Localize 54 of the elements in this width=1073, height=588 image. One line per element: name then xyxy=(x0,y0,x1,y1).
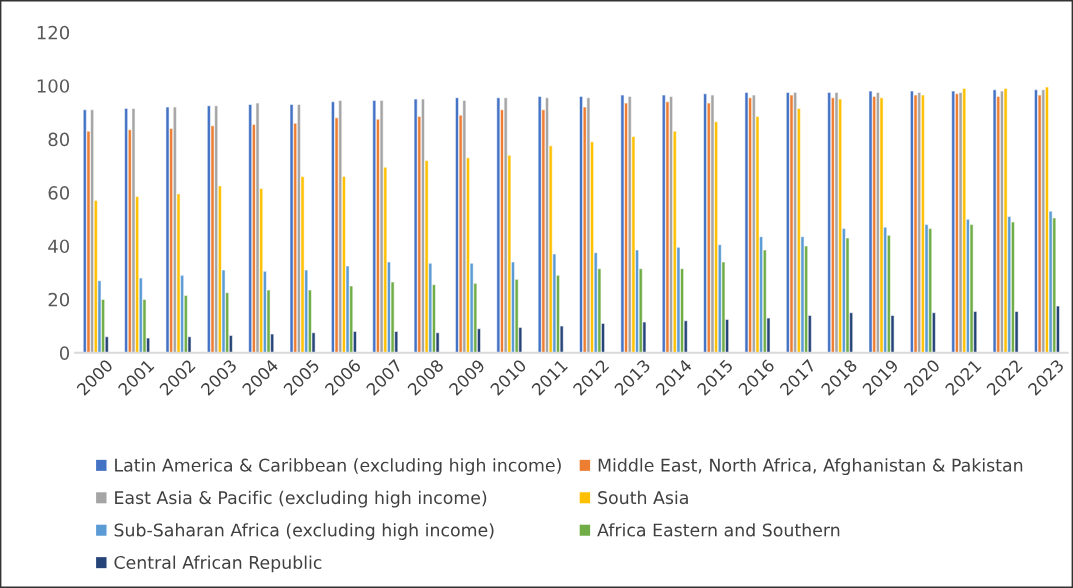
legend-label: Sub-Saharan Africa (excluding high income) xyxy=(114,523,494,540)
bar xyxy=(372,100,377,353)
bar xyxy=(834,92,839,353)
bar xyxy=(913,94,918,353)
y-tick-label: 60 xyxy=(48,186,70,200)
bar xyxy=(173,106,177,353)
bar xyxy=(917,92,922,353)
bar xyxy=(90,109,94,353)
bar xyxy=(248,104,253,353)
y-tick-label: 40 xyxy=(48,239,70,254)
bar xyxy=(962,88,967,353)
bar xyxy=(1041,89,1046,353)
bar xyxy=(496,97,501,353)
y-tick-label: 0 xyxy=(59,346,70,360)
bar xyxy=(669,96,673,353)
bar xyxy=(951,90,956,353)
bar xyxy=(124,108,128,353)
legend-label: South Asia xyxy=(598,490,688,505)
bar xyxy=(165,106,170,353)
bar xyxy=(868,90,873,353)
bar xyxy=(992,89,997,353)
bar xyxy=(379,100,384,353)
legend-label: East Asia & Pacific (excluding high income) xyxy=(115,490,487,508)
bar xyxy=(289,104,294,353)
bar xyxy=(827,92,832,353)
y-tick-label: 120 xyxy=(37,25,70,40)
bar xyxy=(710,94,715,353)
y-tick-label: 80 xyxy=(48,132,70,147)
bar xyxy=(1003,88,1008,353)
bar xyxy=(620,94,625,353)
bar xyxy=(744,92,749,353)
y-tick-label: 20 xyxy=(48,292,70,307)
y-tick-label: 100 xyxy=(37,79,70,93)
bar xyxy=(462,100,467,353)
bar xyxy=(1045,86,1049,353)
legend-label: Central African Republic xyxy=(114,555,322,573)
bar xyxy=(789,94,794,353)
legend-label: Middle East, North Africa, Afghanistan & Pakistan xyxy=(598,458,1023,476)
bar xyxy=(503,97,508,353)
bar xyxy=(579,96,583,353)
bar xyxy=(537,96,542,353)
legend-label: Africa Eastern and Southern xyxy=(597,523,840,537)
bar xyxy=(928,228,933,353)
bar xyxy=(338,100,343,353)
bar xyxy=(921,94,925,353)
bar xyxy=(958,92,963,353)
bar xyxy=(793,92,797,353)
bar xyxy=(255,102,260,353)
legend-label: Latin America & Caribbean (excluding high income) xyxy=(115,458,561,476)
bar xyxy=(413,98,418,353)
bar xyxy=(586,97,591,353)
bar xyxy=(214,105,219,353)
bar xyxy=(703,93,707,353)
bar xyxy=(131,108,136,353)
